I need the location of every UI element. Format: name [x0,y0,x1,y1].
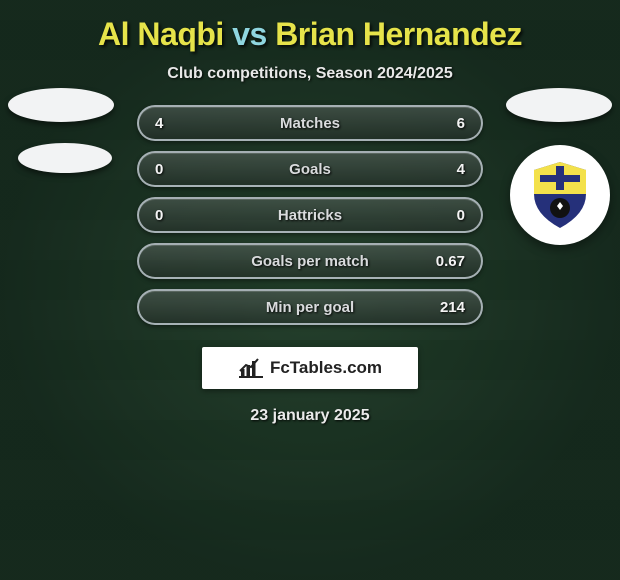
stat-label: Min per goal [139,299,481,316]
stat-row: Goals per match0.67 [137,243,483,279]
chart-icon [238,357,264,379]
vs-text: vs [232,16,267,52]
subtitle: Club competitions, Season 2024/2025 [167,65,452,83]
player2-club-badge [510,145,610,245]
stats-area: 4Matches6 0Goals4 0Hattricks0 Goals per mat… [0,105,620,325]
comparison-card: Al Naqbi vs Brian Hernandez Club competi… [0,0,620,435]
stat-rows: 4Matches6 0Goals4 0Hattricks0 Goals per mat… [137,105,483,325]
stat-label: Goals per match [139,253,481,270]
brand-text: FcTables.com [270,358,382,378]
stat-row: 0Hattricks0 [137,197,483,233]
player1-name: Al Naqbi [98,16,224,52]
stat-row: 4Matches6 [137,105,483,141]
brand-box: FcTables.com [202,347,418,389]
ellipse-icon [506,88,612,122]
player2-name: Brian Hernandez [275,16,522,52]
stat-row: 0Goals4 [137,151,483,187]
title: Al Naqbi vs Brian Hernandez [98,16,522,53]
stat-label: Matches [139,115,481,132]
player2-badge-top [506,88,612,122]
stat-row: Min per goal214 [137,289,483,325]
player1-badge-mid [18,143,112,173]
date-text: 23 january 2025 [250,407,369,425]
ellipse-icon [18,143,112,173]
player1-badge-top [8,88,114,122]
stat-label: Goals [139,161,481,178]
shield-icon [530,160,590,230]
ellipse-icon [8,88,114,122]
stat-label: Hattricks [139,207,481,224]
